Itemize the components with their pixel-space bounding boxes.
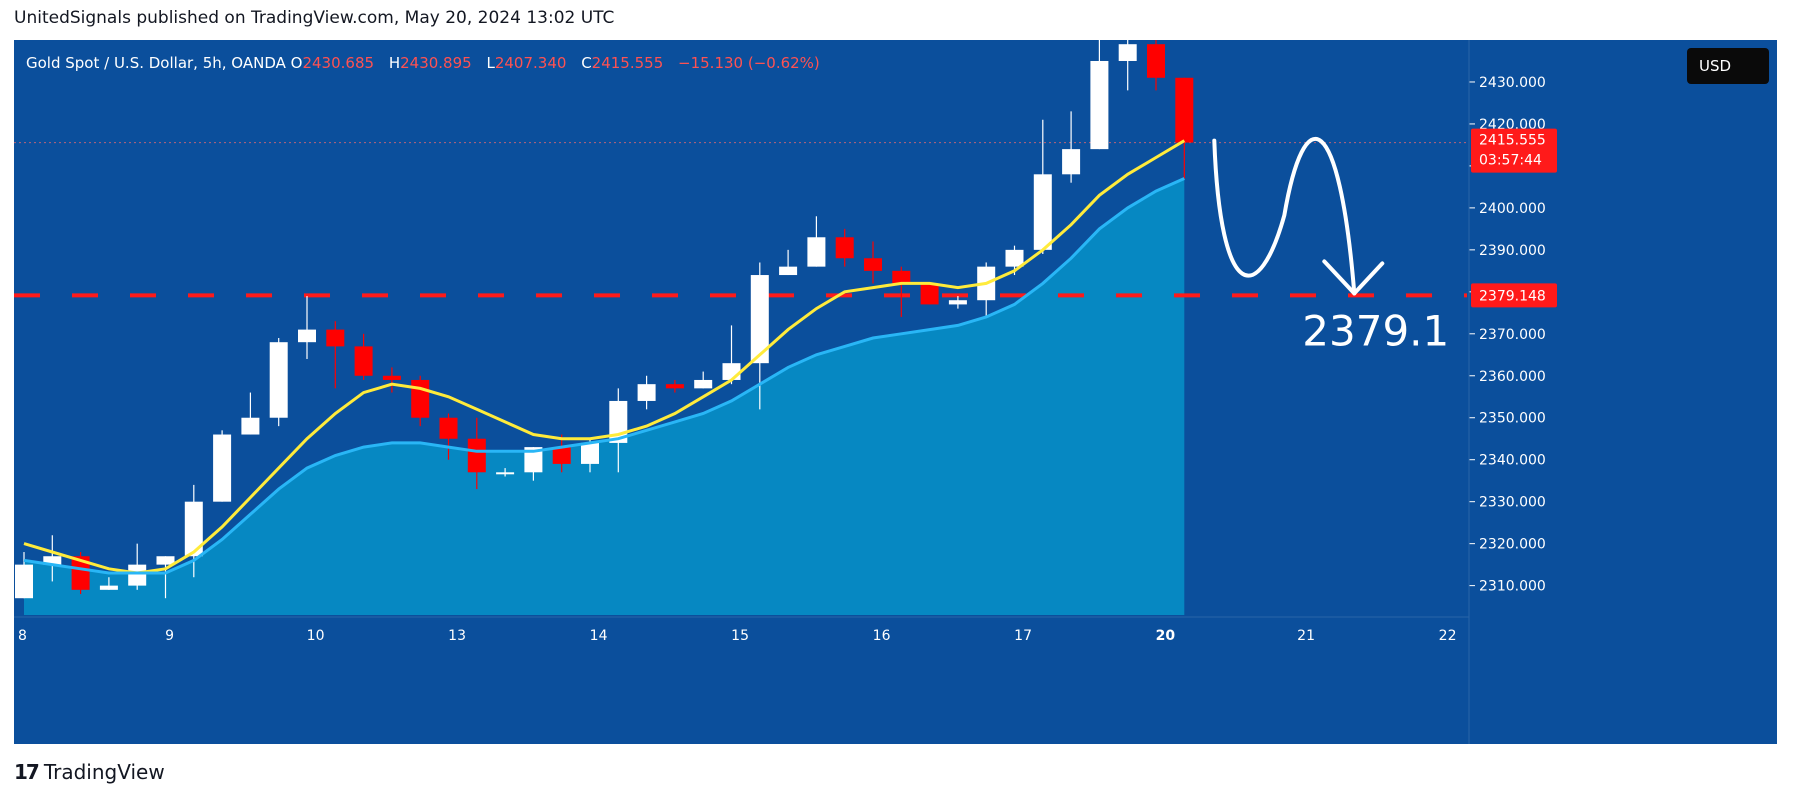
candle-body — [43, 556, 62, 565]
last-price-tag-bg — [1471, 128, 1557, 173]
candle-body — [213, 434, 232, 502]
candle-body — [467, 438, 486, 473]
price-tick-label: 2390.000 — [1479, 243, 1546, 259]
time-tick-label: 8 — [18, 628, 27, 644]
target-annotation: 2379.1 — [1302, 306, 1449, 355]
price-chart[interactable]: 2379.1 2310.000 2320.000 2330.000 2340.000 2… — [14, 40, 1777, 744]
projection-arrow — [1212, 136, 1357, 296]
candle-body — [1005, 249, 1024, 267]
candle-body — [326, 329, 345, 347]
symbol-legend: Gold Spot / U.S. Dollar, 5h, OANDA O2430… — [26, 54, 830, 72]
candle-body — [156, 556, 175, 565]
candle-body — [128, 564, 147, 586]
candle-body — [722, 363, 741, 380]
brand-name: TradingView — [43, 760, 165, 784]
candle-body — [1033, 174, 1052, 250]
candle-body — [1118, 44, 1137, 61]
time-tick-label: 16 — [873, 628, 891, 644]
time-tick-label: 13 — [448, 628, 466, 644]
publish-header: UnitedSignals published on TradingView.c… — [14, 8, 615, 28]
candle-body — [864, 258, 882, 271]
candle-body — [439, 417, 458, 439]
time-tick-label: 21 — [1297, 628, 1315, 644]
candle-body — [665, 384, 684, 389]
candle-body — [269, 342, 288, 418]
legend-open-label: O — [290, 54, 303, 72]
time-tick-label: 9 — [165, 628, 174, 644]
price-tick-label: 2430.000 — [1479, 75, 1546, 91]
candle-body — [1147, 44, 1165, 78]
candle-body — [99, 585, 118, 590]
candle-body — [382, 375, 401, 380]
time-axis: 8 9 10 13 14 15 16 17 20 21 22 — [14, 616, 1469, 644]
chart-frame[interactable]: 2379.1 2310.000 2320.000 2330.000 2340.000 2… — [14, 40, 1777, 744]
price-tick-label: 2400.000 — [1479, 201, 1546, 217]
candle-body — [496, 472, 515, 475]
candle-body — [1175, 77, 1194, 143]
time-tick-label: 20 — [1156, 628, 1176, 644]
candle-body — [694, 379, 713, 389]
ma-slow-line — [23, 177, 1185, 575]
time-tick-label: 14 — [590, 628, 608, 644]
candle-body — [1062, 149, 1081, 175]
legend-low-label: L — [486, 54, 495, 72]
candle-body — [892, 270, 911, 284]
candle-body — [71, 556, 90, 590]
candle-body — [920, 283, 939, 305]
currency-button[interactable]: USD — [1687, 48, 1769, 84]
price-tick-label: 2340.000 — [1479, 453, 1546, 469]
candle-body — [411, 379, 430, 418]
candle-body — [1090, 60, 1109, 150]
ma-area-fill — [24, 178, 1185, 615]
legend-high-value: 2430.895 — [400, 54, 472, 72]
candle-body — [750, 275, 769, 364]
projection-arrowhead — [1322, 259, 1385, 296]
level-tag-value: 2379.148 — [1479, 288, 1546, 304]
candle-body — [637, 384, 656, 401]
price-tick-label: 2320.000 — [1479, 537, 1546, 553]
legend-close-label: C — [581, 54, 592, 72]
legend-low-value: 2407.340 — [494, 54, 567, 72]
last-price-tag: 2415.555 03:57:44 — [1471, 128, 1557, 173]
legend-symbol: Gold Spot / U.S. Dollar, 5h, OANDA — [26, 54, 286, 72]
candle-body — [15, 564, 33, 599]
price-tick-label: 2370.000 — [1479, 327, 1546, 343]
candle-body — [241, 417, 260, 435]
time-tick-label: 22 — [1439, 628, 1457, 644]
candle-body — [552, 447, 571, 464]
candle-body — [581, 442, 599, 464]
price-tick-label: 2330.000 — [1479, 495, 1546, 511]
legend-high-label: H — [388, 54, 401, 72]
tradingview-logo-icon: 17 — [14, 760, 40, 784]
candle-body — [184, 501, 203, 557]
candle-body — [354, 346, 373, 376]
price-tick-label: 2350.000 — [1479, 411, 1546, 427]
price-tick-label: 2310.000 — [1479, 579, 1546, 595]
time-tick-label: 10 — [307, 628, 325, 644]
legend-open-value: 2430.685 — [302, 54, 375, 72]
level-tag: 2379.148 — [1471, 283, 1557, 308]
time-tick-label: 15 — [731, 628, 749, 644]
legend-change: −15.130 (−0.62%) — [678, 54, 820, 72]
candle-body — [524, 447, 543, 473]
time-tick-label: 17 — [1014, 628, 1032, 644]
ma-fast-line — [23, 139, 1186, 575]
legend-close-value: 2415.555 — [591, 54, 664, 72]
candle-countdown: 03:57:44 — [1479, 153, 1542, 169]
candle-body — [948, 300, 967, 305]
candle-body — [807, 237, 826, 267]
candle-body — [779, 266, 798, 276]
footer-brand[interactable]: 17 TradingView — [14, 760, 165, 784]
level-tag-bg — [1471, 283, 1557, 308]
price-tick-label: 2360.000 — [1479, 369, 1546, 385]
candle-body — [298, 329, 316, 343]
candle-body — [835, 237, 854, 259]
last-price-value: 2415.555 — [1479, 133, 1546, 149]
